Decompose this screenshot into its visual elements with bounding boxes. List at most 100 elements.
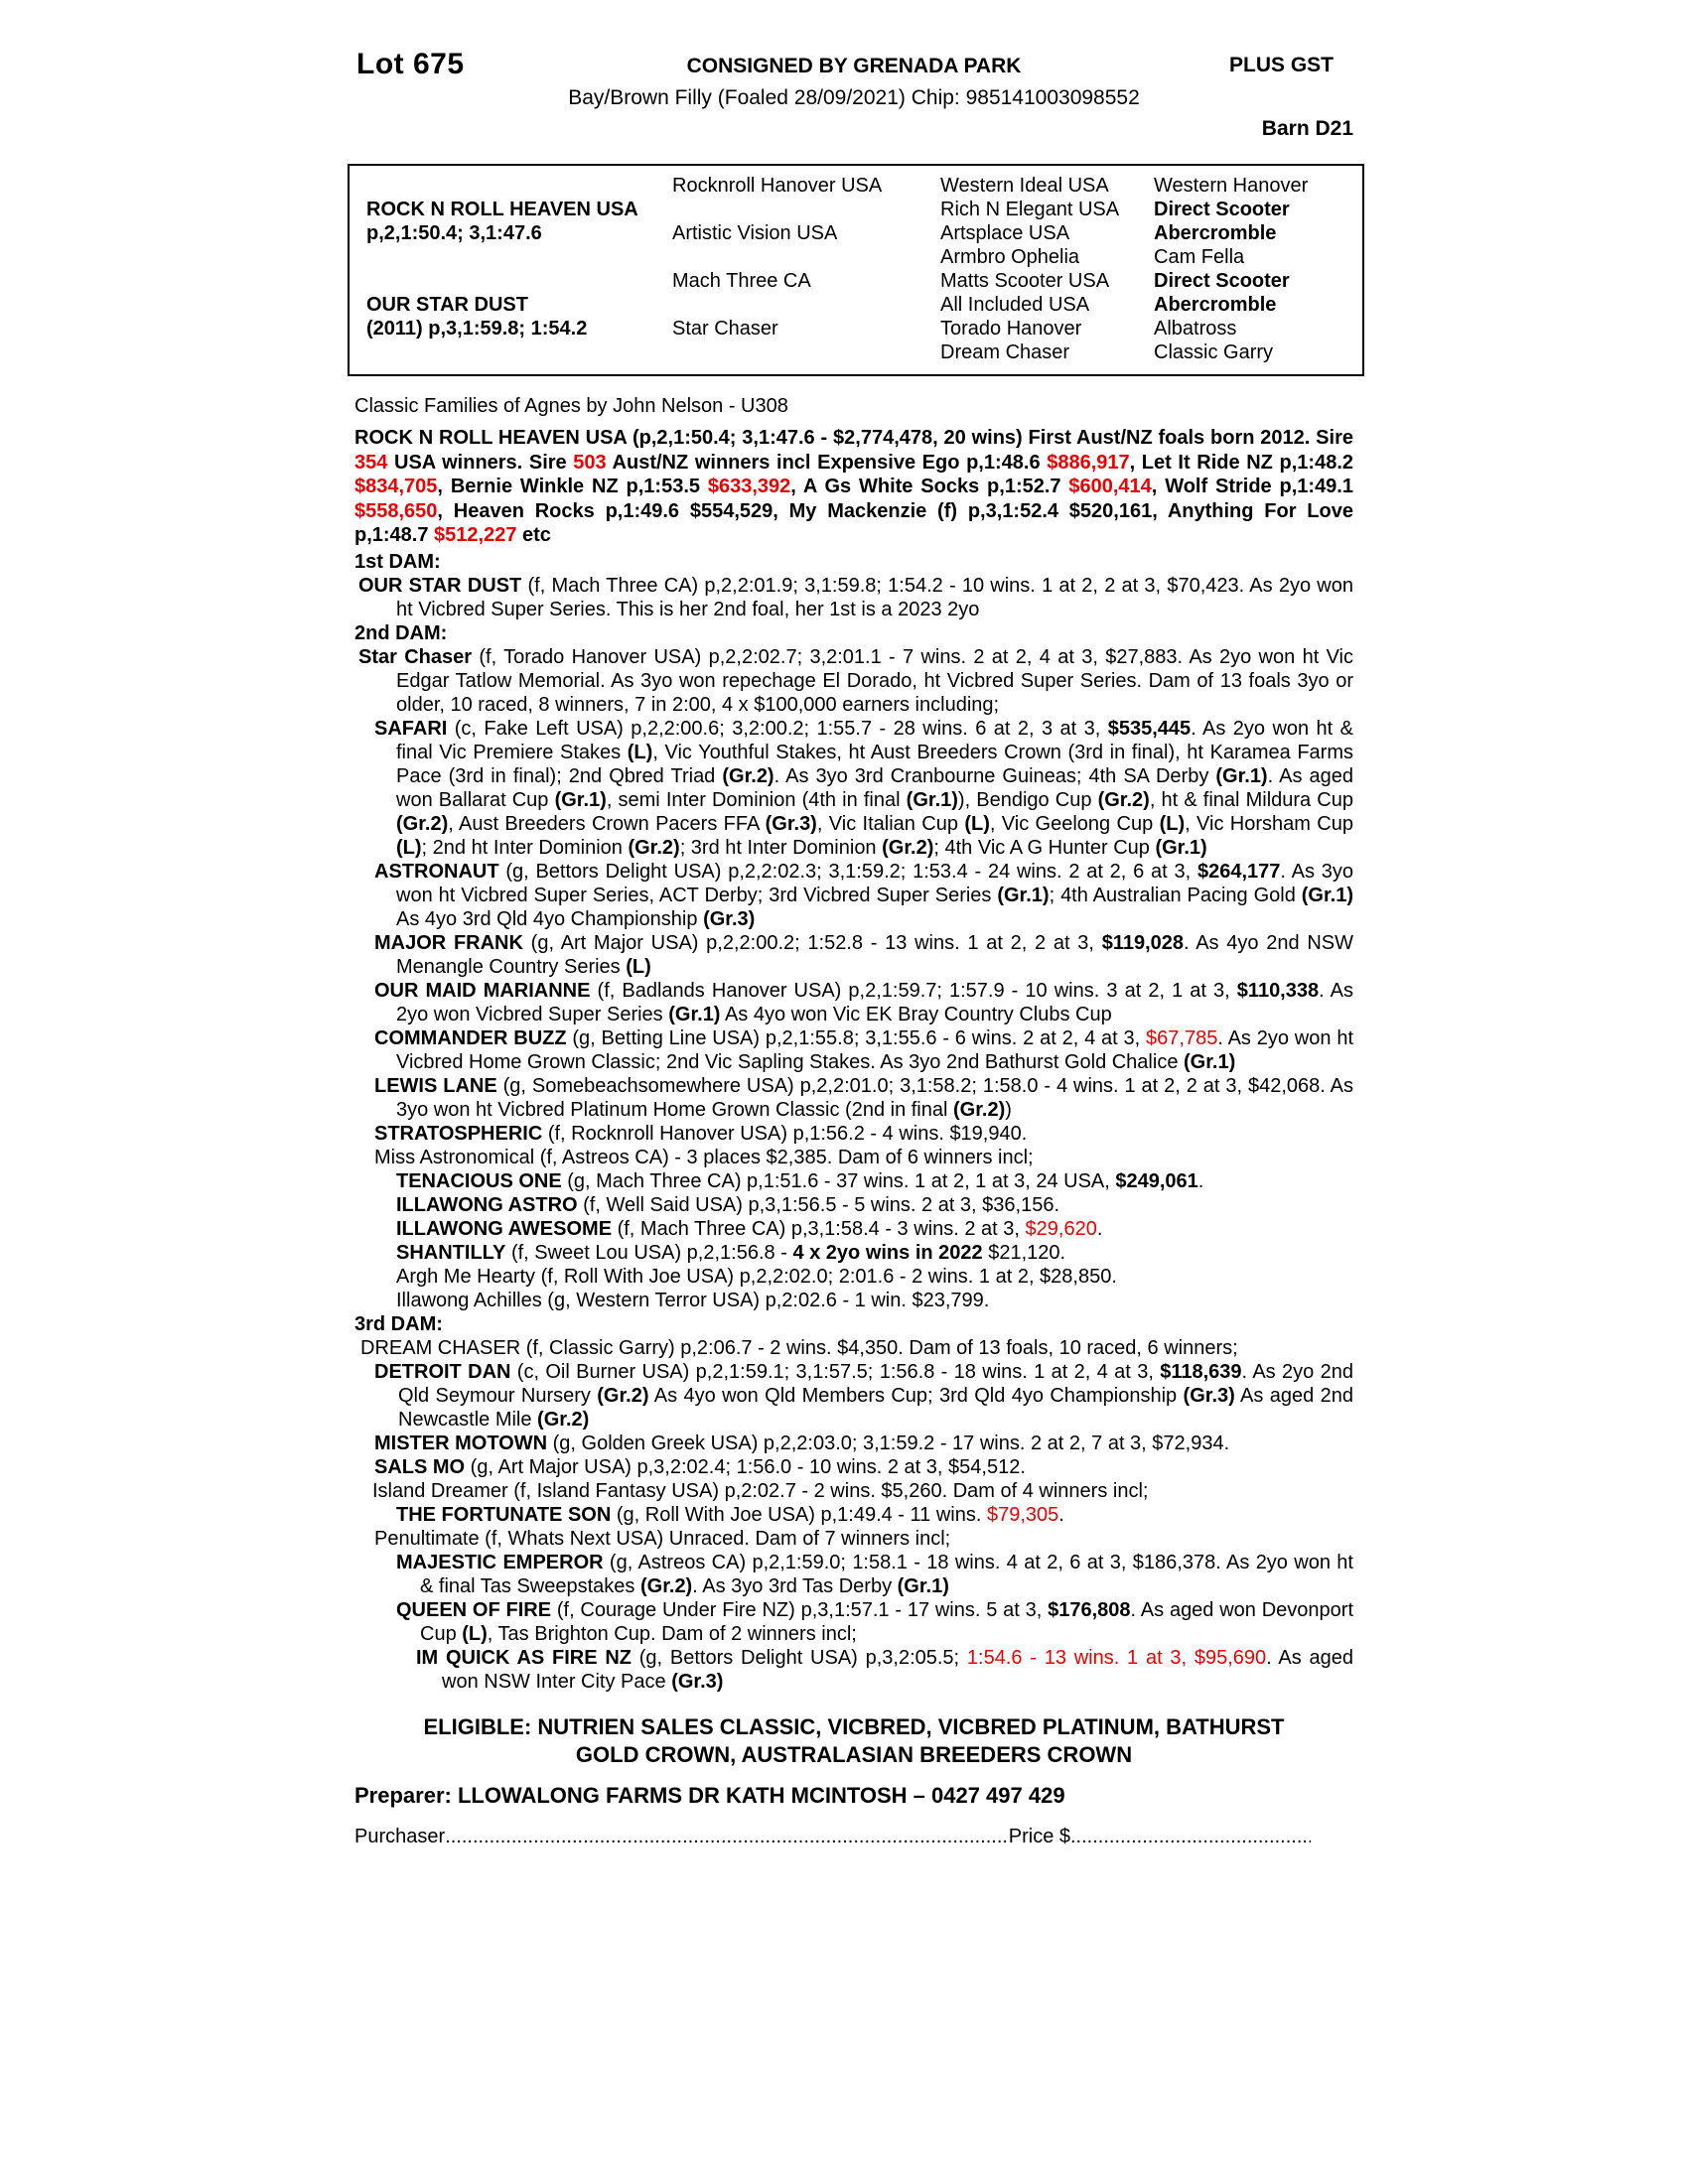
text-run: ROCK N ROLL HEAVEN USA (p,2,1:50.4; 3,1:…	[354, 427, 1353, 449]
text-run: (Gr.2)	[628, 836, 680, 859]
text-run: (Gr.3)	[1183, 1384, 1235, 1407]
lot-number: Lot 675	[356, 48, 465, 80]
pedigree-cell: Abercromble	[1154, 222, 1277, 244]
text-run: ; 4th Vic A G Hunter Cup	[933, 836, 1156, 859]
entry-illawong-awesome: ILLAWONG AWESOME (f, Mach Three CA) p,3,…	[354, 1217, 1353, 1241]
text-run: (Gr.3)	[765, 812, 817, 835]
text-run: $21,120.	[982, 1241, 1066, 1264]
text-run: , Vic Geelong Cup	[989, 812, 1160, 835]
text-run: . As aged won NSW Inter City Pace	[442, 1646, 1353, 1693]
entry-safari: SAFARI (c, Fake Left USA) p,2,2:00.6; 3,…	[354, 717, 1353, 860]
pedigree-cell	[672, 198, 940, 221]
pedigree-row: Rocknroll Hanover USA Western Ideal USA We…	[350, 174, 1362, 198]
text-run: Argh Me Hearty (f, Roll With Joe USA) p,…	[396, 1265, 1117, 1288]
dam-heading-3rd: 3rd DAM:	[354, 1312, 1353, 1336]
pedigree-cell	[366, 174, 672, 198]
pedigree-row: OUR STAR DUST All Included USA Abercromble	[350, 293, 1362, 317]
highlighted-red-text: $886,917	[1047, 451, 1130, 474]
text-run: OUR MAID MARIANNE	[374, 979, 591, 1002]
text-run: ASTRONAUT	[374, 860, 499, 883]
pedigree-row: ROCK N ROLL HEAVEN USA Rich N Elegant USA…	[350, 198, 1362, 221]
pedigree-cell: Direct Scooter	[1154, 270, 1290, 292]
text-run: (Gr.2)	[396, 812, 449, 835]
text-run: SALS MO	[374, 1455, 466, 1478]
barn-label: Barn D21	[1261, 117, 1353, 140]
text-run: (Gr.2)	[597, 1384, 649, 1407]
text-run: . As 2yo won ht & final Vic Premiere Sta…	[396, 717, 1353, 763]
eligible-line: GOLD CROWN, AUSTRALASIAN BREEDERS CROWN	[575, 1741, 1133, 1767]
text-run: $110,338	[1236, 979, 1320, 1002]
pedigree-row: (2011) p,3,1:59.8; 1:54.2 Star Chaser Tora…	[350, 317, 1362, 341]
pedigree-cell: Matts Scooter USA	[940, 270, 1110, 292]
text-run: (Gr.2)	[882, 836, 934, 859]
highlighted-red-text: 1:54.6 - 13 wins. 1 at 3, $95,690	[966, 1646, 1267, 1669]
pedigree-cell	[366, 341, 672, 364]
text-run: (f, Mach Three CA) p,3,1:58.4 - 3 wins. …	[612, 1217, 1026, 1240]
text-run: (Gr.1)	[997, 884, 1050, 906]
text-run: As 4yo won Vic EK Bray Country Clubs Cup	[720, 1003, 1112, 1025]
pedigree-cell: Mach Three CA	[672, 270, 811, 292]
text-run: Aust/NZ winners incl Expensive Ego p,1:4…	[606, 451, 1048, 474]
text-run: (Gr.1)	[897, 1574, 949, 1597]
pedigree-cell: Western Ideal USA	[940, 175, 1109, 197]
entry-illawong-achilles: Illawong Achilles (g, Western Terror USA…	[354, 1289, 1353, 1312]
plus-gst-label: PLUS GST	[1228, 54, 1334, 76]
pedigree-cell	[366, 245, 672, 269]
entry-miss-astronomical: Miss Astronomical (f, Astreos CA) - 3 pl…	[354, 1146, 1353, 1169]
entry-penultimate: Penultimate (f, Whats Next USA) Unraced.…	[354, 1527, 1353, 1551]
text-run: DREAM CHASER (f, Classic Garry) p,2:06.7…	[360, 1336, 1238, 1359]
pedigree-cell: Artistic Vision USA	[672, 222, 838, 244]
entry-dream-chaser: DREAM CHASER (f, Classic Garry) p,2:06.7…	[354, 1336, 1353, 1360]
text-run: (f, Sweet Lou USA) p,2,1:56.8 -	[505, 1241, 793, 1264]
pedigree-cell: Rich N Elegant USA	[940, 199, 1120, 220]
text-run: 1st DAM:	[354, 550, 441, 573]
text-run: (g, Art Major USA) p,2,2:00.2; 1:52.8 - …	[522, 931, 1102, 954]
highlighted-red-text: $633,392	[707, 476, 791, 497]
text-run: (f, Rocknroll Hanover USA) p,1:56.2 - 4 …	[542, 1122, 1028, 1145]
text-run: TENACIOUS ONE	[396, 1169, 562, 1192]
text-run: ; 4th Australian Pacing Gold	[1049, 884, 1302, 906]
text-run: DETROIT DAN	[374, 1360, 511, 1383]
text-run: . As 4yo 2nd NSW Menangle Country Series	[396, 931, 1353, 978]
highlighted-red-text: $558,650	[354, 499, 438, 522]
pedigree-cell: Western Hanover	[1154, 175, 1309, 197]
text-run: (Gr.2)	[1097, 788, 1150, 811]
entry-island-dreamer: Island Dreamer (f, Island Fantasy USA) p…	[354, 1479, 1353, 1503]
text-run: . As aged won Devonport Cup	[420, 1598, 1353, 1645]
text-run: USA winners. Sire	[387, 451, 574, 474]
dam-heading-2nd: 2nd DAM:	[354, 621, 1353, 645]
text-run: (f, Courage Under Fire NZ) p,3,1:57.1 - …	[551, 1598, 1049, 1621]
entry-tenacious-one: TENACIOUS ONE (g, Mach Three CA) p,1:51.…	[354, 1169, 1353, 1193]
text-run: , Bernie Winkle NZ p,1:53.5	[437, 476, 708, 497]
text-run: Star Chaser	[358, 645, 473, 668]
eligible-line: ELIGIBLE: NUTRIEN SALES CLASSIC, VICBRED…	[423, 1713, 1285, 1739]
pedigree-cell: OUR STAR DUST	[366, 294, 528, 316]
text-run: . As 2yo won Vicbred Super Series	[396, 979, 1353, 1025]
pedigree-row: p,2,1:50.4; 3,1:47.6 Artistic Vision USA A…	[350, 221, 1362, 245]
eligible-note: ELIGIBLE: NUTRIEN SALES CLASSIC, VICBRED…	[354, 1713, 1353, 1769]
entry-majestic-emperor: MAJESTIC EMPEROR (g, Astreos CA) p,2,1:5…	[354, 1551, 1353, 1598]
entry-stratospheric: STRATOSPHERIC (f, Rocknroll Hanover USA)…	[354, 1122, 1353, 1146]
highlighted-red-text: $29,620	[1025, 1217, 1097, 1240]
pedigree-cell: Cam Fella	[1154, 246, 1245, 268]
text-run: IM QUICK AS FIRE NZ	[416, 1646, 632, 1669]
purchaser-dotted-line: ........................................…	[445, 1825, 1009, 1847]
sire-paragraph: ROCK N ROLL HEAVEN USA (p,2,1:50.4; 3,1:…	[354, 426, 1353, 548]
text-run: SHANTILLY	[396, 1241, 506, 1264]
text-run: $119,028	[1101, 931, 1185, 954]
consignor-line: CONSIGNED BY GRENADA PARK	[686, 55, 1022, 77]
pedigree-cell: Armbro Ophelia	[940, 246, 1080, 268]
text-run: OUR STAR DUST	[358, 574, 522, 597]
text-run: (L)	[396, 836, 422, 859]
text-run: (g, Art Major USA) p,3,2:02.4; 1:56.0 - …	[465, 1455, 1026, 1478]
highlighted-red-text: $79,305	[986, 1503, 1059, 1526]
entry-astronaut: ASTRONAUT (g, Bettors Delight USA) p,2,2…	[354, 860, 1353, 931]
text-run: (Gr.3)	[671, 1670, 724, 1693]
pedigree-cell: ROCK N ROLL HEAVEN USA	[366, 199, 638, 220]
entry-detroit-dan: DETROIT DAN (c, Oil Burner USA) p,2,1:59…	[354, 1360, 1353, 1432]
highlighted-red-text: $600,414	[1068, 476, 1152, 497]
text-run: . As 3yo won ht Vicbred Super Series, AC…	[396, 860, 1354, 906]
page-header: Lot 675 CONSIGNED BY GRENADA PARK Bay/Br…	[354, 44, 1353, 164]
text-run: . As 2yo won ht Vicbred Home Grown Class…	[396, 1026, 1353, 1073]
